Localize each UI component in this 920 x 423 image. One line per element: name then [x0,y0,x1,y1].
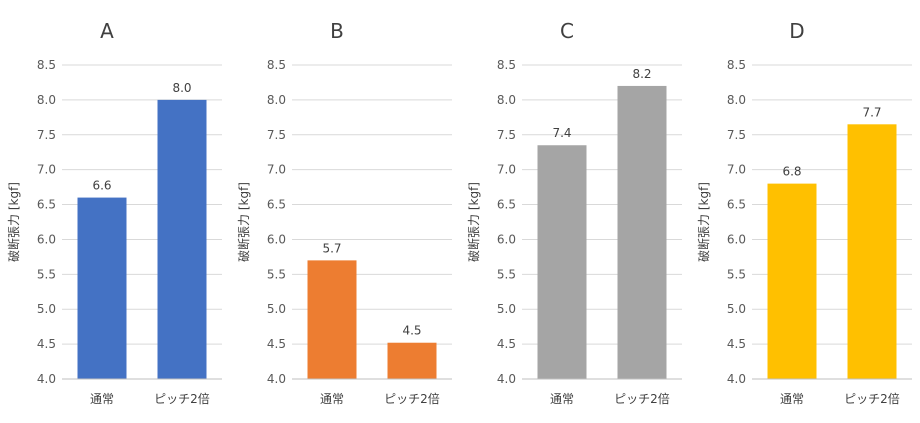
y-tick-label: 5.5 [497,267,516,281]
y-axis-label: 破断張力 [kgf] [696,182,711,262]
y-tick-label: 7.5 [727,128,746,142]
y-tick-label: 4.0 [727,372,746,386]
y-tick-label: 5.0 [267,302,286,316]
chart-title: A [100,19,114,43]
y-tick-label: 8.5 [37,58,56,72]
y-tick-label: 6.5 [37,198,56,212]
y-tick-label: 8.5 [497,58,516,72]
x-tick-label: ピッチ2倍 [154,391,210,406]
y-tick-label: 8.0 [497,93,516,107]
bar-2 [617,85,667,379]
y-tick-label: 8.0 [727,93,746,107]
x-tick-label: 通常 [550,392,574,406]
y-axis-label: 破断張力 [kgf] [6,182,21,262]
data-label: 7.7 [862,105,881,119]
y-axis-label: 破断張力 [kgf] [236,182,251,262]
data-label: 8.2 [632,67,651,81]
chart-panel-A: A 破断張力 [kgf] 4.0 4.5 5.0 5.5 6.0 6.5 7.0 7.5 8.0 8.… [6,19,222,406]
y-tick-label: 6.5 [727,198,746,212]
y-tick-label: 5.5 [267,267,286,281]
y-axis-label: 破断張力 [kgf] [466,182,481,262]
y-tick-label: 4.5 [37,337,56,351]
bar-1 [767,183,817,379]
y-tick-label: 5.5 [727,267,746,281]
y-tick-label: 4.0 [37,372,56,386]
x-tick-label: 通常 [90,392,114,406]
y-tick-label: 8.5 [267,58,286,72]
y-tick-label: 6.0 [497,232,516,246]
y-tick-label: 7.0 [37,163,56,177]
y-tick-label: 7.0 [727,163,746,177]
chart-panel-C: C 破断張力 [kgf] 4.0 4.5 5.0 5.5 6.0 6.5 7.0 7.5 8.0 8.… [466,19,682,406]
y-tick-label: 8.0 [267,93,286,107]
x-tick-label: ピッチ2倍 [384,391,440,406]
bar-2 [847,124,897,379]
y-tick-label: 6.0 [267,232,286,246]
chart-panel-B: B 破断張力 [kgf] 4.0 4.5 5.0 5.5 6.0 6.5 7.0 7.5 8.0 8.… [236,19,452,406]
chart-title: D [789,19,804,43]
bar-2 [387,342,437,379]
bar-1 [77,197,127,379]
y-tick-label: 8.5 [727,58,746,72]
y-tick-label: 7.0 [267,163,286,177]
y-tick-label: 4.0 [267,372,286,386]
x-tick-label: ピッチ2倍 [844,391,900,406]
y-tick-label: 4.0 [497,372,516,386]
data-label: 8.0 [172,81,191,95]
y-tick-label: 5.0 [37,302,56,316]
data-label: 4.5 [402,324,421,338]
y-tick-label: 6.5 [267,198,286,212]
y-tick-label: 7.5 [497,128,516,142]
y-tick-label: 5.0 [727,302,746,316]
chart-panel-D: D 破断張力 [kgf] 4.0 4.5 5.0 5.5 6.0 6.5 7.0 7.5 8.0 8.… [696,19,912,406]
chart-title: B [330,19,344,43]
x-tick-label: 通常 [780,392,804,406]
y-tick-label: 6.0 [727,232,746,246]
y-tick-label: 5.5 [37,267,56,281]
bar-1 [537,145,587,379]
y-tick-label: 7.5 [37,128,56,142]
y-tick-label: 7.0 [497,163,516,177]
y-tick-label: 4.5 [267,337,286,351]
x-tick-label: ピッチ2倍 [614,391,670,406]
data-label: 7.4 [552,126,571,140]
chart-title: C [560,19,574,43]
x-tick-label: 通常 [320,392,344,406]
data-label: 5.7 [322,241,341,255]
y-tick-label: 5.0 [497,302,516,316]
y-tick-label: 6.5 [497,198,516,212]
bar-2 [157,99,207,379]
y-tick-label: 8.0 [37,93,56,107]
bar-1 [307,260,357,379]
data-label: 6.6 [92,179,111,193]
y-tick-label: 6.0 [37,232,56,246]
data-label: 6.8 [782,165,801,179]
y-tick-label: 4.5 [497,337,516,351]
y-tick-label: 7.5 [267,128,286,142]
y-tick-label: 4.5 [727,337,746,351]
